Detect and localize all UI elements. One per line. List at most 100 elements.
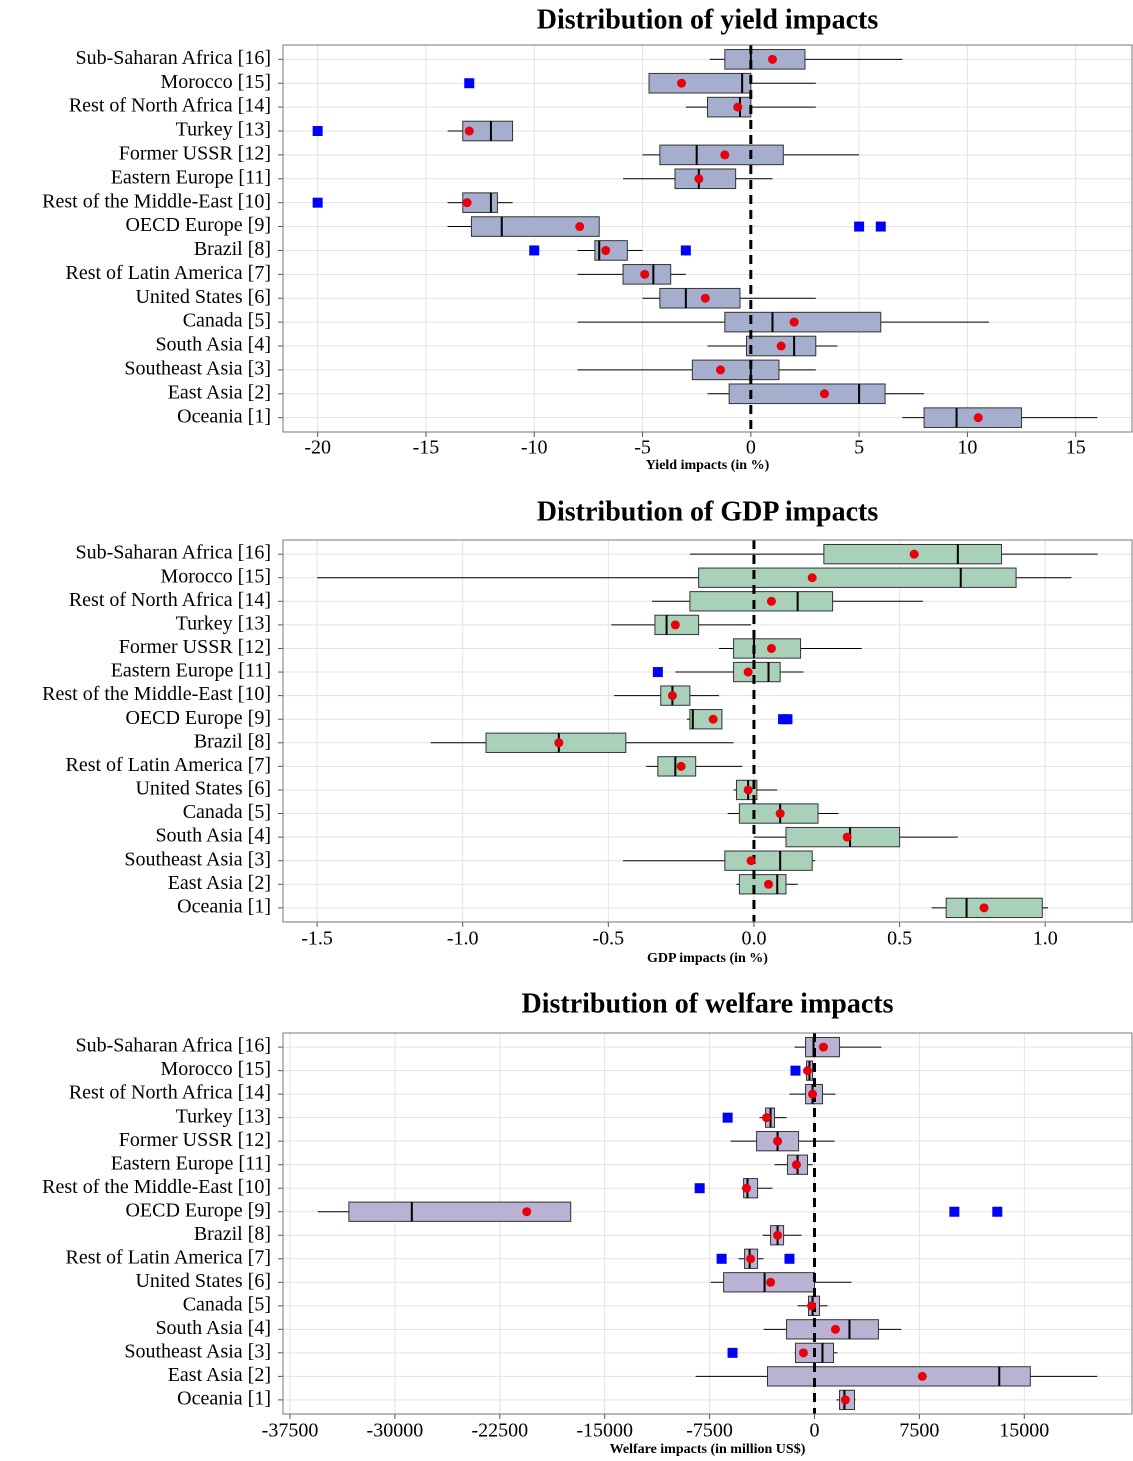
x-tick-label: 5 [854, 437, 864, 459]
category-label: Turkey [13] [176, 119, 271, 141]
category-label: Rest of Latin America [7] [66, 754, 272, 776]
category-label: South Asia [4] [155, 334, 271, 356]
category-label: Turkey [13] [176, 1105, 271, 1127]
mean [798, 1348, 808, 1358]
plot-area [283, 1033, 1132, 1414]
category-label: Canada [5] [183, 310, 271, 332]
box [707, 96, 752, 118]
mean [640, 269, 650, 279]
box [462, 120, 514, 142]
x-tick-label: -15000 [576, 1420, 633, 1442]
category-label: Canada [5] [183, 801, 271, 823]
outlier [782, 714, 793, 725]
outlier [992, 1206, 1003, 1217]
outlier [652, 667, 663, 678]
category-label: United States [6] [135, 286, 271, 308]
category-label: Eastern Europe [11] [111, 1152, 271, 1174]
category-label: Former USSR [12] [119, 1129, 271, 1151]
category-label: Brazil [8] [194, 730, 271, 752]
box [738, 874, 787, 895]
outlier [312, 126, 323, 136]
outlier [854, 221, 865, 232]
plot-border [282, 539, 1133, 923]
mean [733, 102, 743, 112]
mean [554, 738, 564, 748]
mean [677, 78, 687, 88]
outlier [529, 245, 540, 256]
x-tick-label: -0.5 [592, 928, 624, 950]
x-tick-label: 10 [957, 437, 977, 459]
outlier [875, 221, 886, 232]
category-label: Turkey [13] [176, 612, 271, 634]
category-label: Sub-Saharan Africa [16] [76, 47, 272, 69]
category-label: Oceania [1] [177, 405, 271, 427]
box [945, 897, 1043, 919]
x-tick-label: 0 [809, 1420, 819, 1442]
category-label: OECD Europe [9] [125, 707, 271, 729]
mean [715, 365, 725, 375]
mean [676, 761, 686, 771]
box [689, 591, 834, 612]
x-tick-label: -20 [304, 437, 331, 459]
mean [766, 596, 776, 606]
category-label: Oceania [1] [177, 1387, 271, 1409]
category-label: Southeast Asia [3] [124, 848, 271, 870]
category-label: Brazil [8] [194, 1223, 271, 1245]
category-label: Former USSR [12] [119, 636, 271, 658]
mean [819, 389, 829, 399]
mean [766, 1277, 776, 1287]
category-label: South Asia [4] [155, 825, 271, 847]
mean [842, 832, 852, 842]
outlier [312, 197, 323, 208]
mean [776, 341, 786, 351]
mean [818, 1042, 828, 1052]
mean [742, 1183, 752, 1193]
x-tick-label: 0.0 [741, 928, 766, 950]
x-tick-label: 15 [1066, 437, 1086, 459]
category-label: Eastern Europe [11] [111, 166, 271, 188]
mean [767, 54, 777, 64]
mean [762, 1113, 772, 1123]
category-label: South Asia [4] [155, 1317, 271, 1339]
outlier [716, 1253, 727, 1264]
category-label: Canada [5] [183, 1293, 271, 1315]
x-tick-label: -5 [634, 437, 651, 459]
x-tick-label: 7500 [899, 1420, 939, 1442]
box [724, 311, 882, 333]
mean [743, 785, 753, 795]
category-label: East Asia [2] [168, 1364, 271, 1386]
x-tick-label: -10 [521, 437, 548, 459]
box [733, 661, 781, 683]
x-tick-label: -30000 [367, 1420, 424, 1442]
mean [773, 1136, 783, 1146]
outlier [694, 1183, 705, 1194]
category-label: Southeast Asia [3] [124, 1340, 271, 1362]
chart-title: Distribution of GDP impacts [537, 496, 879, 527]
x-tick-label: 0.5 [887, 928, 912, 950]
category-label: United States [6] [135, 778, 271, 800]
x-tick-label: -1.5 [301, 928, 333, 950]
box [674, 168, 737, 190]
mean [808, 1089, 818, 1099]
mean [807, 573, 817, 583]
chart-title: Distribution of yield impacts [537, 4, 879, 35]
box [923, 407, 1023, 428]
box [689, 709, 723, 730]
mean [746, 1254, 756, 1264]
category-label: Rest of Latin America [7] [66, 1246, 272, 1268]
x-tick-label: 15000 [999, 1420, 1049, 1442]
mean [973, 413, 983, 423]
mean [670, 620, 680, 630]
x-tick-label: -37500 [262, 1420, 319, 1442]
x-tick-label: -1.0 [447, 928, 479, 950]
x-tick-label: -15 [413, 437, 440, 459]
mean [575, 222, 585, 232]
mean [522, 1207, 532, 1217]
category-label: East Asia [2] [168, 872, 271, 894]
mean [979, 903, 989, 913]
box [659, 287, 741, 309]
outlier [727, 1347, 738, 1358]
category-label: Oceania [1] [177, 895, 271, 917]
box [648, 72, 752, 94]
outlier [464, 78, 475, 89]
